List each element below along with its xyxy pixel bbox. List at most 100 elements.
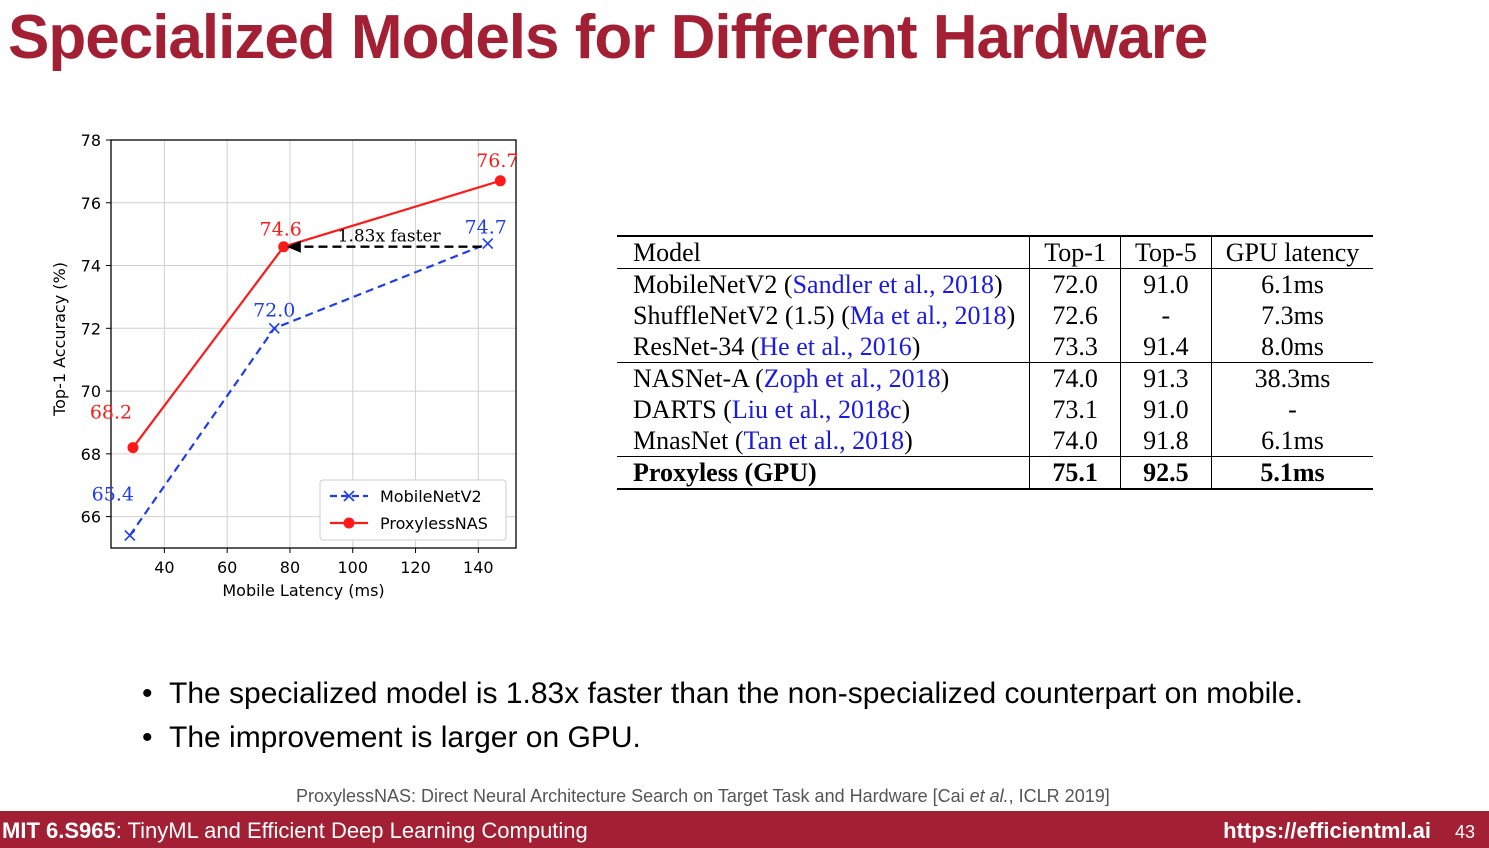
y-tick-label: 74 bbox=[81, 257, 101, 276]
page-number: 43 bbox=[1454, 822, 1475, 842]
y-axis-label: Top-1 Accuracy (%) bbox=[50, 262, 69, 417]
reference-text-end: , ICLR 2019] bbox=[1008, 786, 1110, 806]
cell-gpu-latency: 5.1ms bbox=[1210, 456, 1374, 489]
cell-model: MobileNetV2 (Sandler et al., 2018) bbox=[633, 270, 1003, 299]
citation-link[interactable]: Liu et al., 2018c bbox=[731, 395, 902, 424]
y-tick-label: 76 bbox=[81, 194, 101, 213]
legend-label: MobileNetV2 bbox=[380, 487, 482, 506]
x-tick-label: 40 bbox=[154, 558, 174, 577]
table-row: NASNet-A (Zoph et al., 2018) 74.0 91.3 38.3… bbox=[617, 362, 1374, 394]
header-model: Model bbox=[633, 238, 701, 267]
x-tick-label: 60 bbox=[217, 558, 237, 577]
table-header-row: Model Top-1 Top-5 GPU latency bbox=[617, 236, 1374, 269]
cell-model: ShuffleNetV2 (1.5) (Ma et al., 2018) bbox=[633, 301, 1016, 330]
legend-marker bbox=[343, 490, 355, 502]
table-row: ResNet-34 (He et al., 2016) 73.3 91.4 8.0ms bbox=[617, 331, 1374, 363]
cell-model: Proxyless (GPU) bbox=[617, 457, 1030, 490]
reference-text: ProxylessNAS: Direct Neural Architecture… bbox=[296, 786, 970, 806]
citation-link[interactable]: Zoph et al., 2018 bbox=[763, 364, 941, 393]
data-label: 74.7 bbox=[465, 217, 507, 239]
y-tick-label: 68 bbox=[81, 445, 101, 464]
data-label: 72.0 bbox=[253, 299, 295, 321]
bullet-item: The improvement is larger on GPU. bbox=[142, 716, 1303, 760]
table-row: ShuffleNetV2 (1.5) (Ma et al., 2018) 72.6… bbox=[617, 300, 1374, 331]
cell-top5: 91.3 bbox=[1119, 362, 1212, 394]
reference-italic: et al. bbox=[969, 786, 1009, 806]
course-url[interactable]: https://efficientml.ai bbox=[1223, 818, 1431, 843]
bullet-item: The specialized model is 1.83x faster th… bbox=[142, 672, 1303, 716]
cell-gpu-latency: 8.0ms bbox=[1210, 331, 1374, 363]
data-point-mobilenetv2 bbox=[268, 322, 280, 334]
course-code: MIT 6.S965 bbox=[2, 818, 116, 843]
table-row: MobileNetV2 (Sandler et al., 2018) 72.0 91… bbox=[617, 268, 1374, 300]
x-axis-label: Mobile Latency (ms) bbox=[222, 581, 384, 600]
cell-top1: 74.0 bbox=[1029, 362, 1121, 394]
cell-top5: 91.0 bbox=[1119, 394, 1212, 425]
table-row: DARTS (Liu et al., 2018c) 73.1 91.0- bbox=[617, 394, 1374, 425]
cell-top1: 73.3 bbox=[1029, 331, 1121, 363]
footer-bar: MIT 6.S965: TinyML and Efficient Deep Le… bbox=[0, 811, 1489, 848]
annotation-text: 1.83x faster bbox=[338, 227, 442, 247]
cell-gpu-latency: 6.1ms bbox=[1210, 268, 1374, 300]
cell-top1: 74.0 bbox=[1029, 425, 1121, 457]
cell-top1: 72.6 bbox=[1029, 300, 1121, 331]
y-tick-label: 78 bbox=[81, 131, 101, 150]
accuracy-vs-latency-chart: 40 60 80 100 120 140 66 68 70 72 74 76 78 Mobile Late… bbox=[50, 131, 518, 600]
cell-gpu-latency: - bbox=[1210, 394, 1374, 425]
model-name: MobileNetV2 bbox=[633, 270, 778, 299]
data-point-mobilenetv2 bbox=[482, 238, 494, 250]
cell-model: DARTS (Liu et al., 2018c) bbox=[633, 395, 911, 424]
results-table: Model Top-1 Top-5 GPU latency MobileNetV… bbox=[617, 235, 1374, 490]
data-point-mobilenetv2 bbox=[124, 529, 136, 542]
model-name: Proxyless (GPU) bbox=[633, 458, 817, 487]
cell-top1: 73.1 bbox=[1029, 394, 1121, 425]
y-tick-label: 70 bbox=[81, 382, 101, 401]
citation-link[interactable]: Sandler et al., 2018 bbox=[792, 270, 995, 299]
legend-marker bbox=[343, 517, 355, 529]
data-point-proxylessnas bbox=[127, 442, 139, 454]
series-line-proxylessnas bbox=[132, 179, 501, 449]
plot-frame bbox=[110, 139, 517, 549]
model-name: MnasNet bbox=[633, 426, 729, 455]
cell-gpu-latency: 38.3ms bbox=[1210, 362, 1374, 394]
data-point-proxylessnas bbox=[494, 175, 506, 187]
data-label: 65.4 bbox=[92, 483, 134, 505]
course-name: : TinyML and Efficient Deep Learning Com… bbox=[115, 818, 588, 843]
model-name: ResNet-34 bbox=[633, 332, 745, 361]
cell-top5: 91.4 bbox=[1119, 331, 1212, 363]
table-row: Proxyless (GPU) 75.1 92.5 5.1ms bbox=[617, 456, 1374, 490]
x-tick-label: 80 bbox=[280, 558, 300, 577]
citation-link[interactable]: Tan et al., 2018 bbox=[743, 426, 905, 455]
cell-top5: - bbox=[1119, 300, 1212, 331]
y-tick-label: 66 bbox=[81, 508, 101, 527]
paper-reference: ProxylessNAS: Direct Neural Architecture… bbox=[296, 786, 1110, 807]
cell-top5: 92.5 bbox=[1119, 456, 1212, 489]
model-name: ShuffleNetV2 (1.5) bbox=[633, 301, 835, 330]
header-top5: Top-5 bbox=[1119, 236, 1212, 269]
cell-model: NASNet-A (Zoph et al., 2018) bbox=[633, 364, 950, 393]
citation-link[interactable]: He et al., 2016 bbox=[759, 332, 912, 361]
slide-title: Specialized Models for Different Hardwar… bbox=[8, 3, 1208, 72]
x-tick-label: 140 bbox=[463, 558, 494, 577]
cell-top1: 75.1 bbox=[1029, 456, 1121, 489]
legend-label: ProxylessNAS bbox=[380, 514, 488, 533]
x-tick-label: 120 bbox=[400, 558, 431, 577]
header-top1: Top-1 bbox=[1029, 236, 1121, 269]
cell-gpu-latency: 6.1ms bbox=[1210, 425, 1374, 457]
data-label: 74.6 bbox=[260, 219, 302, 241]
model-name: DARTS bbox=[633, 395, 717, 424]
cell-top1: 72.0 bbox=[1029, 268, 1121, 300]
header-gpu-latency: GPU latency bbox=[1210, 236, 1374, 269]
table-row: MnasNet (Tan et al., 2018) 74.0 91.8 6.1ms bbox=[617, 425, 1374, 457]
x-tick-label: 100 bbox=[337, 558, 368, 577]
cell-top5: 91.8 bbox=[1119, 425, 1212, 457]
y-tick-label: 72 bbox=[81, 319, 101, 338]
cell-model: MnasNet (Tan et al., 2018) bbox=[633, 426, 913, 455]
data-label: 68.2 bbox=[90, 402, 132, 424]
course-info: MIT 6.S965: TinyML and Efficient Deep Le… bbox=[2, 818, 588, 844]
cell-model: ResNet-34 (He et al., 2016) bbox=[633, 332, 921, 361]
cell-top5: 91.0 bbox=[1119, 268, 1212, 300]
bullet-list: The specialized model is 1.83x faster th… bbox=[142, 672, 1303, 760]
model-name: NASNet-A bbox=[633, 364, 749, 393]
citation-link[interactable]: Ma et al., 2018 bbox=[849, 301, 1007, 330]
